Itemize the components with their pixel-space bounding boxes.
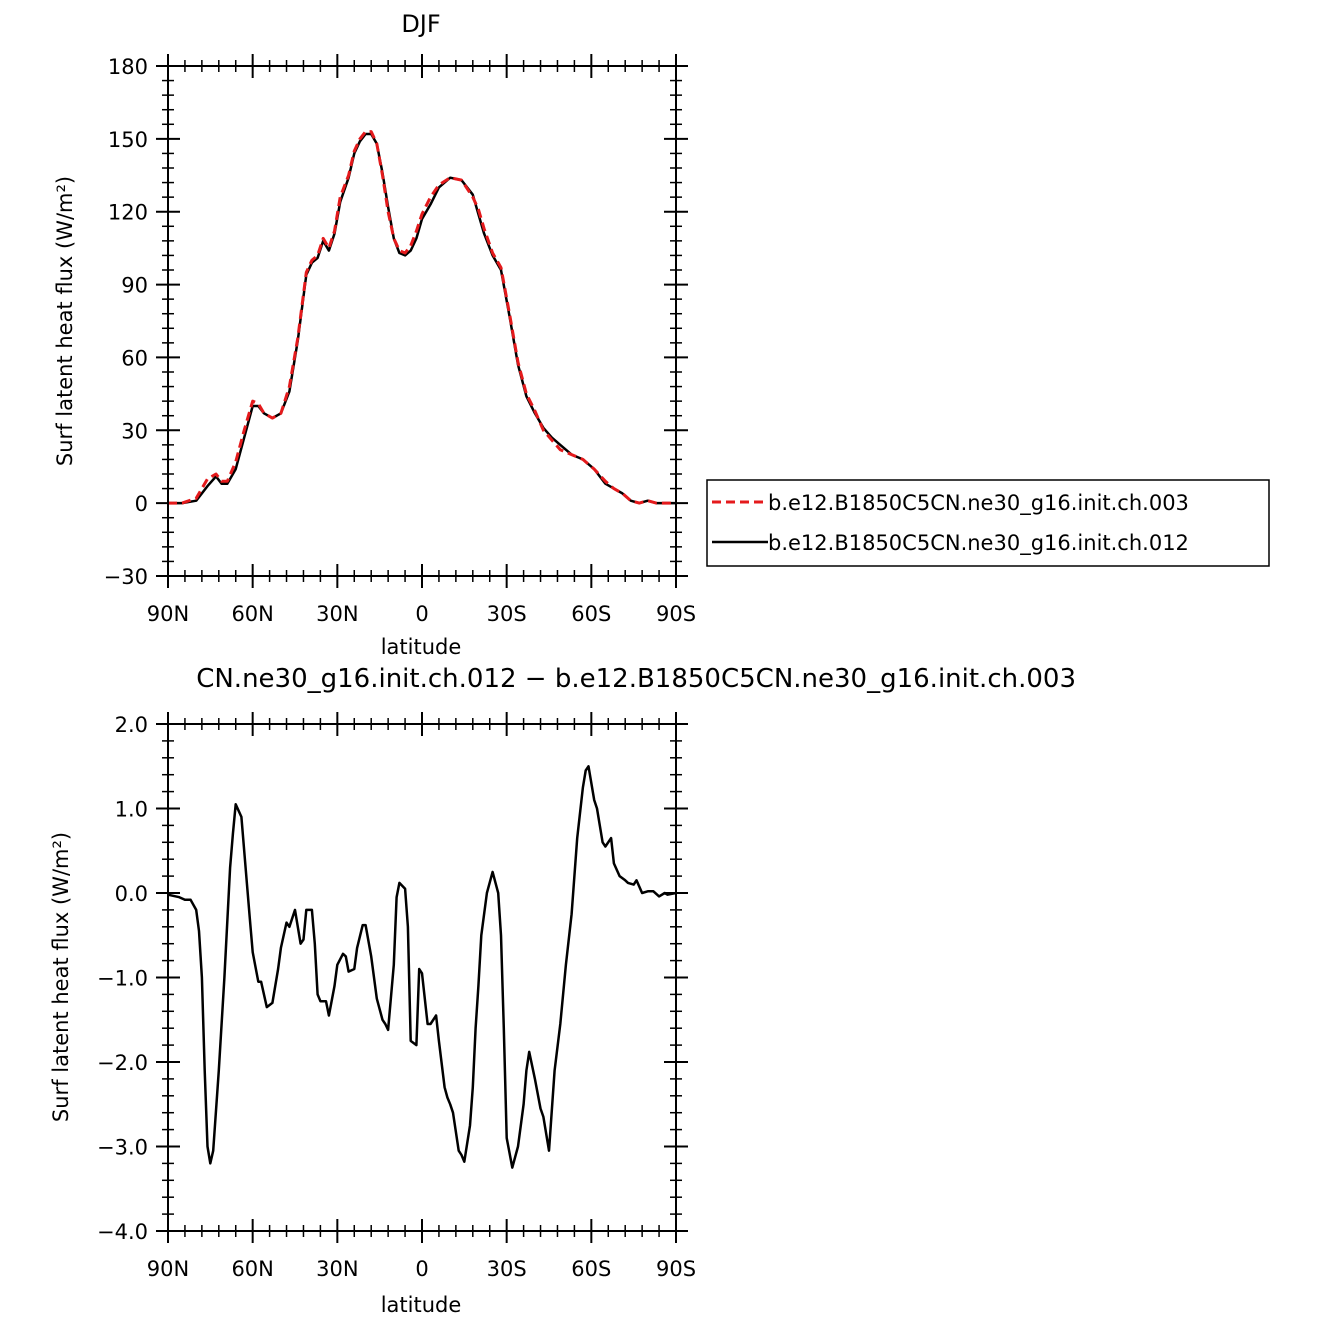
legend-label-012: b.e12.B1850C5CN.ne30_g16.init.ch.012 [768, 531, 1189, 556]
legend-label-003: b.e12.B1850C5CN.ne30_g16.init.ch.003 [768, 491, 1189, 516]
y-tick-label: 180 [108, 55, 148, 79]
y-tick-label: 30 [121, 419, 148, 443]
panel-bottom-chart: CN.ne30_g16.init.ch.012 − b.e12.B1850C5C… [49, 664, 1076, 1317]
difference-title: CN.ne30_g16.init.ch.012 − b.e12.B1850C5C… [196, 664, 1076, 694]
plot-frame [167, 723, 677, 1232]
x-tick-label: 90S [656, 1257, 696, 1281]
y-tick-labels: −30 0 30 60 90 120 150 180 [104, 55, 148, 589]
x-tick-label: 60N [231, 602, 273, 626]
y-axis-label: Surf latent heat flux (W/m²) [49, 832, 73, 1122]
x-tick-label: 30S [487, 1257, 527, 1281]
x-tick-marks [167, 54, 677, 588]
x-tick-label: 60S [571, 602, 611, 626]
x-tick-labels: 90N 60N 30N 0 30S 60S 90S [147, 602, 696, 626]
x-tick-label: 90S [656, 602, 696, 626]
y-tick-labels: −4.0 −3.0 −2.0 −1.0 0.0 1.0 2.0 [97, 713, 148, 1244]
y-tick-label: −30 [104, 565, 148, 589]
x-tick-label: 30S [487, 602, 527, 626]
x-tick-label: 0 [415, 602, 428, 626]
plot-frame [167, 65, 677, 577]
chart-title: DJF [401, 10, 440, 38]
y-tick-label: 2.0 [115, 713, 148, 737]
series-line-012 [168, 132, 676, 505]
x-tick-label: 90N [147, 1257, 189, 1281]
y-tick-label: 90 [121, 274, 148, 298]
y-tick-marks [156, 65, 688, 577]
y-tick-label: 0.0 [115, 882, 148, 906]
y-tick-label: −3.0 [97, 1136, 148, 1160]
y-tick-label: 0 [135, 492, 148, 516]
x-tick-label: 30N [316, 602, 358, 626]
panel-top-chart: DJF −30 0 30 60 90 120 150 180 90N 60N 30N 0 30S 60S… [53, 10, 1270, 659]
y-axis-label: Surf latent heat flux (W/m²) [53, 176, 77, 466]
x-tick-label: 60S [571, 1257, 611, 1281]
series-lines [168, 130, 676, 505]
x-axis-label: latitude [381, 1293, 462, 1317]
x-tick-label: 0 [415, 1257, 428, 1281]
x-tick-label: 30N [316, 1257, 358, 1281]
difference-line [167, 765, 677, 1169]
y-tick-label: 120 [108, 201, 148, 225]
series-line-003 [168, 130, 676, 505]
legend: b.e12.B1850C5CN.ne30_g16.init.ch.003 b.e… [706, 479, 1270, 567]
x-tick-labels: 90N 60N 30N 0 30S 60S 90S [147, 1257, 696, 1281]
y-tick-label: −4.0 [97, 1220, 148, 1244]
y-tick-label: −2.0 [97, 1051, 148, 1075]
series-lines [167, 765, 677, 1169]
x-tick-label: 90N [147, 602, 189, 626]
x-axis-label: latitude [381, 635, 462, 659]
y-tick-label: −1.0 [97, 967, 148, 991]
y-tick-label: 1.0 [115, 798, 148, 822]
y-tick-label: 150 [108, 128, 148, 152]
x-tick-label: 60N [231, 1257, 273, 1281]
y-tick-label: 60 [121, 346, 148, 370]
legend-box [706, 479, 1270, 567]
